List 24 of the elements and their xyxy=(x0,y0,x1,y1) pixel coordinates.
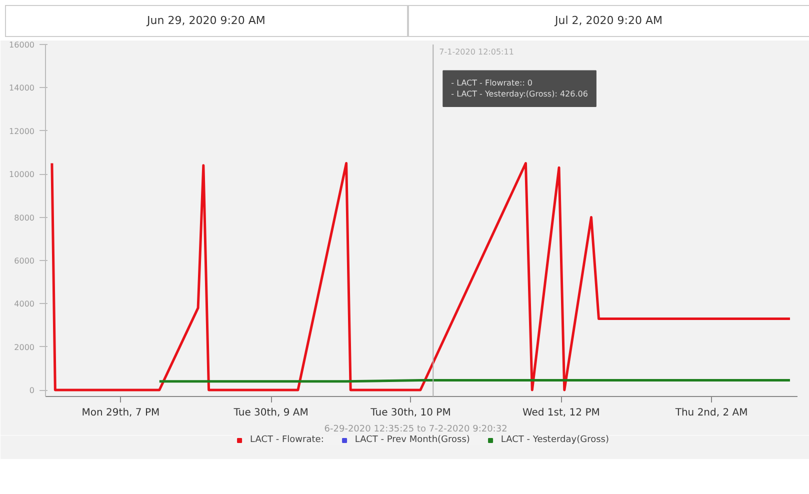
text: Jun 29, 2020 9:20 AM xyxy=(5,5,408,37)
y-tick-label: 10000 xyxy=(9,170,35,180)
y-tick-label: 0 xyxy=(29,386,35,396)
legend-label: LACT - Flowrate: xyxy=(250,435,324,445)
x-tick-label: Tue 30th, 10 PM xyxy=(370,408,451,418)
y-tick-label: 12000 xyxy=(9,126,35,136)
legend-label: LACT - Prev Month(Gross) xyxy=(354,435,470,445)
y-tick-label: 8000 xyxy=(14,213,34,222)
x-tick-label: Tue 30th, 9 AM xyxy=(232,408,308,418)
legend-label: LACT - Yesterday(Gross) xyxy=(500,435,609,445)
annotation: - LACT - Flowrate:: 0 xyxy=(451,78,533,88)
ref-line-label: 7-1-2020 12:05:11 xyxy=(439,48,514,56)
text: Jul 2, 2020 9:20 AM xyxy=(408,5,809,37)
y-tick-label: 6000 xyxy=(14,256,34,266)
x-tick-label: Thu 2nd, 2 AM xyxy=(674,408,748,418)
y-tick-label: 2000 xyxy=(14,342,34,352)
y-tick-label: 14000 xyxy=(9,84,35,93)
x-tick-label: Mon 29th, 7 PM xyxy=(82,408,160,418)
line-series xyxy=(50,162,792,392)
y-tick-label: 4000 xyxy=(14,300,34,309)
annotation: - LACT - Yesterday:(Gross): 426.06 xyxy=(451,90,588,98)
y-tick-label: 16000 xyxy=(9,40,35,50)
x-tick-label: Wed 1st, 12 PM xyxy=(522,408,600,418)
text: 6-29-2020 12:35:25 to 7-2-2020 9:20:32 xyxy=(324,424,508,434)
